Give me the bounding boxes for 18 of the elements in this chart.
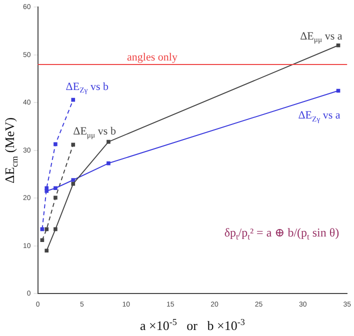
point <box>54 186 58 190</box>
point <box>54 142 58 146</box>
point <box>40 238 44 242</box>
point <box>71 178 76 182</box>
point <box>106 161 110 166</box>
point <box>71 98 76 102</box>
point <box>44 248 49 253</box>
point <box>71 142 76 147</box>
point <box>44 189 49 193</box>
ref-line-label: angles only <box>127 51 178 64</box>
point <box>54 196 58 200</box>
point <box>106 140 110 144</box>
point <box>40 227 44 232</box>
point <box>54 227 58 232</box>
point <box>44 227 49 232</box>
point <box>71 182 76 186</box>
point <box>336 43 340 48</box>
y-axis-title: ΔEcm (MeV) <box>2 117 20 184</box>
